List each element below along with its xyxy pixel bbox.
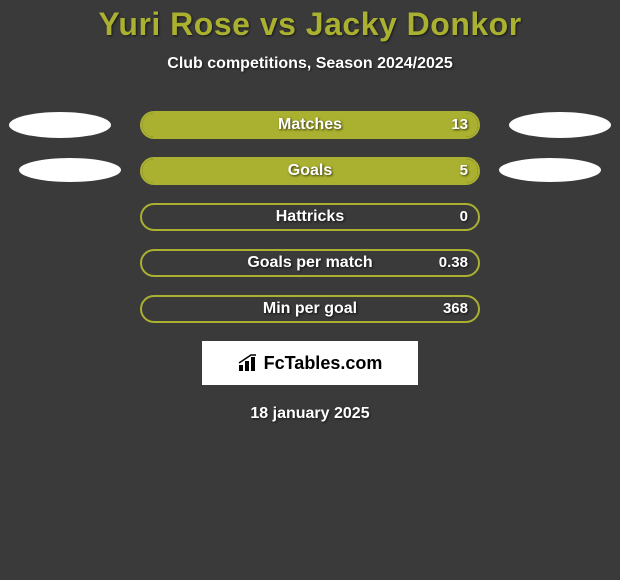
- stat-bar-track: [140, 111, 480, 139]
- stat-bar-track: [140, 295, 480, 323]
- ellipse-right: [499, 158, 601, 182]
- page-title: Yuri Rose vs Jacky Donkor: [0, 6, 620, 43]
- stat-row: Goals per match0.38: [0, 249, 620, 277]
- bar-chart-icon: [238, 354, 260, 372]
- ellipse-left: [19, 158, 121, 182]
- stat-bar-track: [140, 157, 480, 185]
- page-subtitle: Club competitions, Season 2024/2025: [0, 55, 620, 73]
- ellipse-right: [509, 112, 611, 138]
- stat-row: Hattricks0: [0, 203, 620, 231]
- logo-text: FcTables.com: [264, 353, 383, 374]
- fctables-logo: FcTables.com: [238, 353, 383, 374]
- stat-row: Goals5: [0, 157, 620, 185]
- stat-bar-track: [140, 203, 480, 231]
- stat-row: Min per goal368: [0, 295, 620, 323]
- stat-row: Matches13: [0, 111, 620, 139]
- stats-list: Matches13 Goals5 Hattricks0 Goals per match…: [0, 111, 620, 323]
- stat-bar-fill: [142, 159, 478, 183]
- stat-bar-track: [140, 249, 480, 277]
- ellipse-left: [9, 112, 111, 138]
- date-text: 18 january 2025: [0, 405, 620, 423]
- stat-bar-fill: [142, 113, 478, 137]
- logo-box: FcTables.com: [202, 341, 418, 385]
- comparison-infographic: Yuri Rose vs Jacky Donkor Club competiti…: [0, 0, 620, 423]
